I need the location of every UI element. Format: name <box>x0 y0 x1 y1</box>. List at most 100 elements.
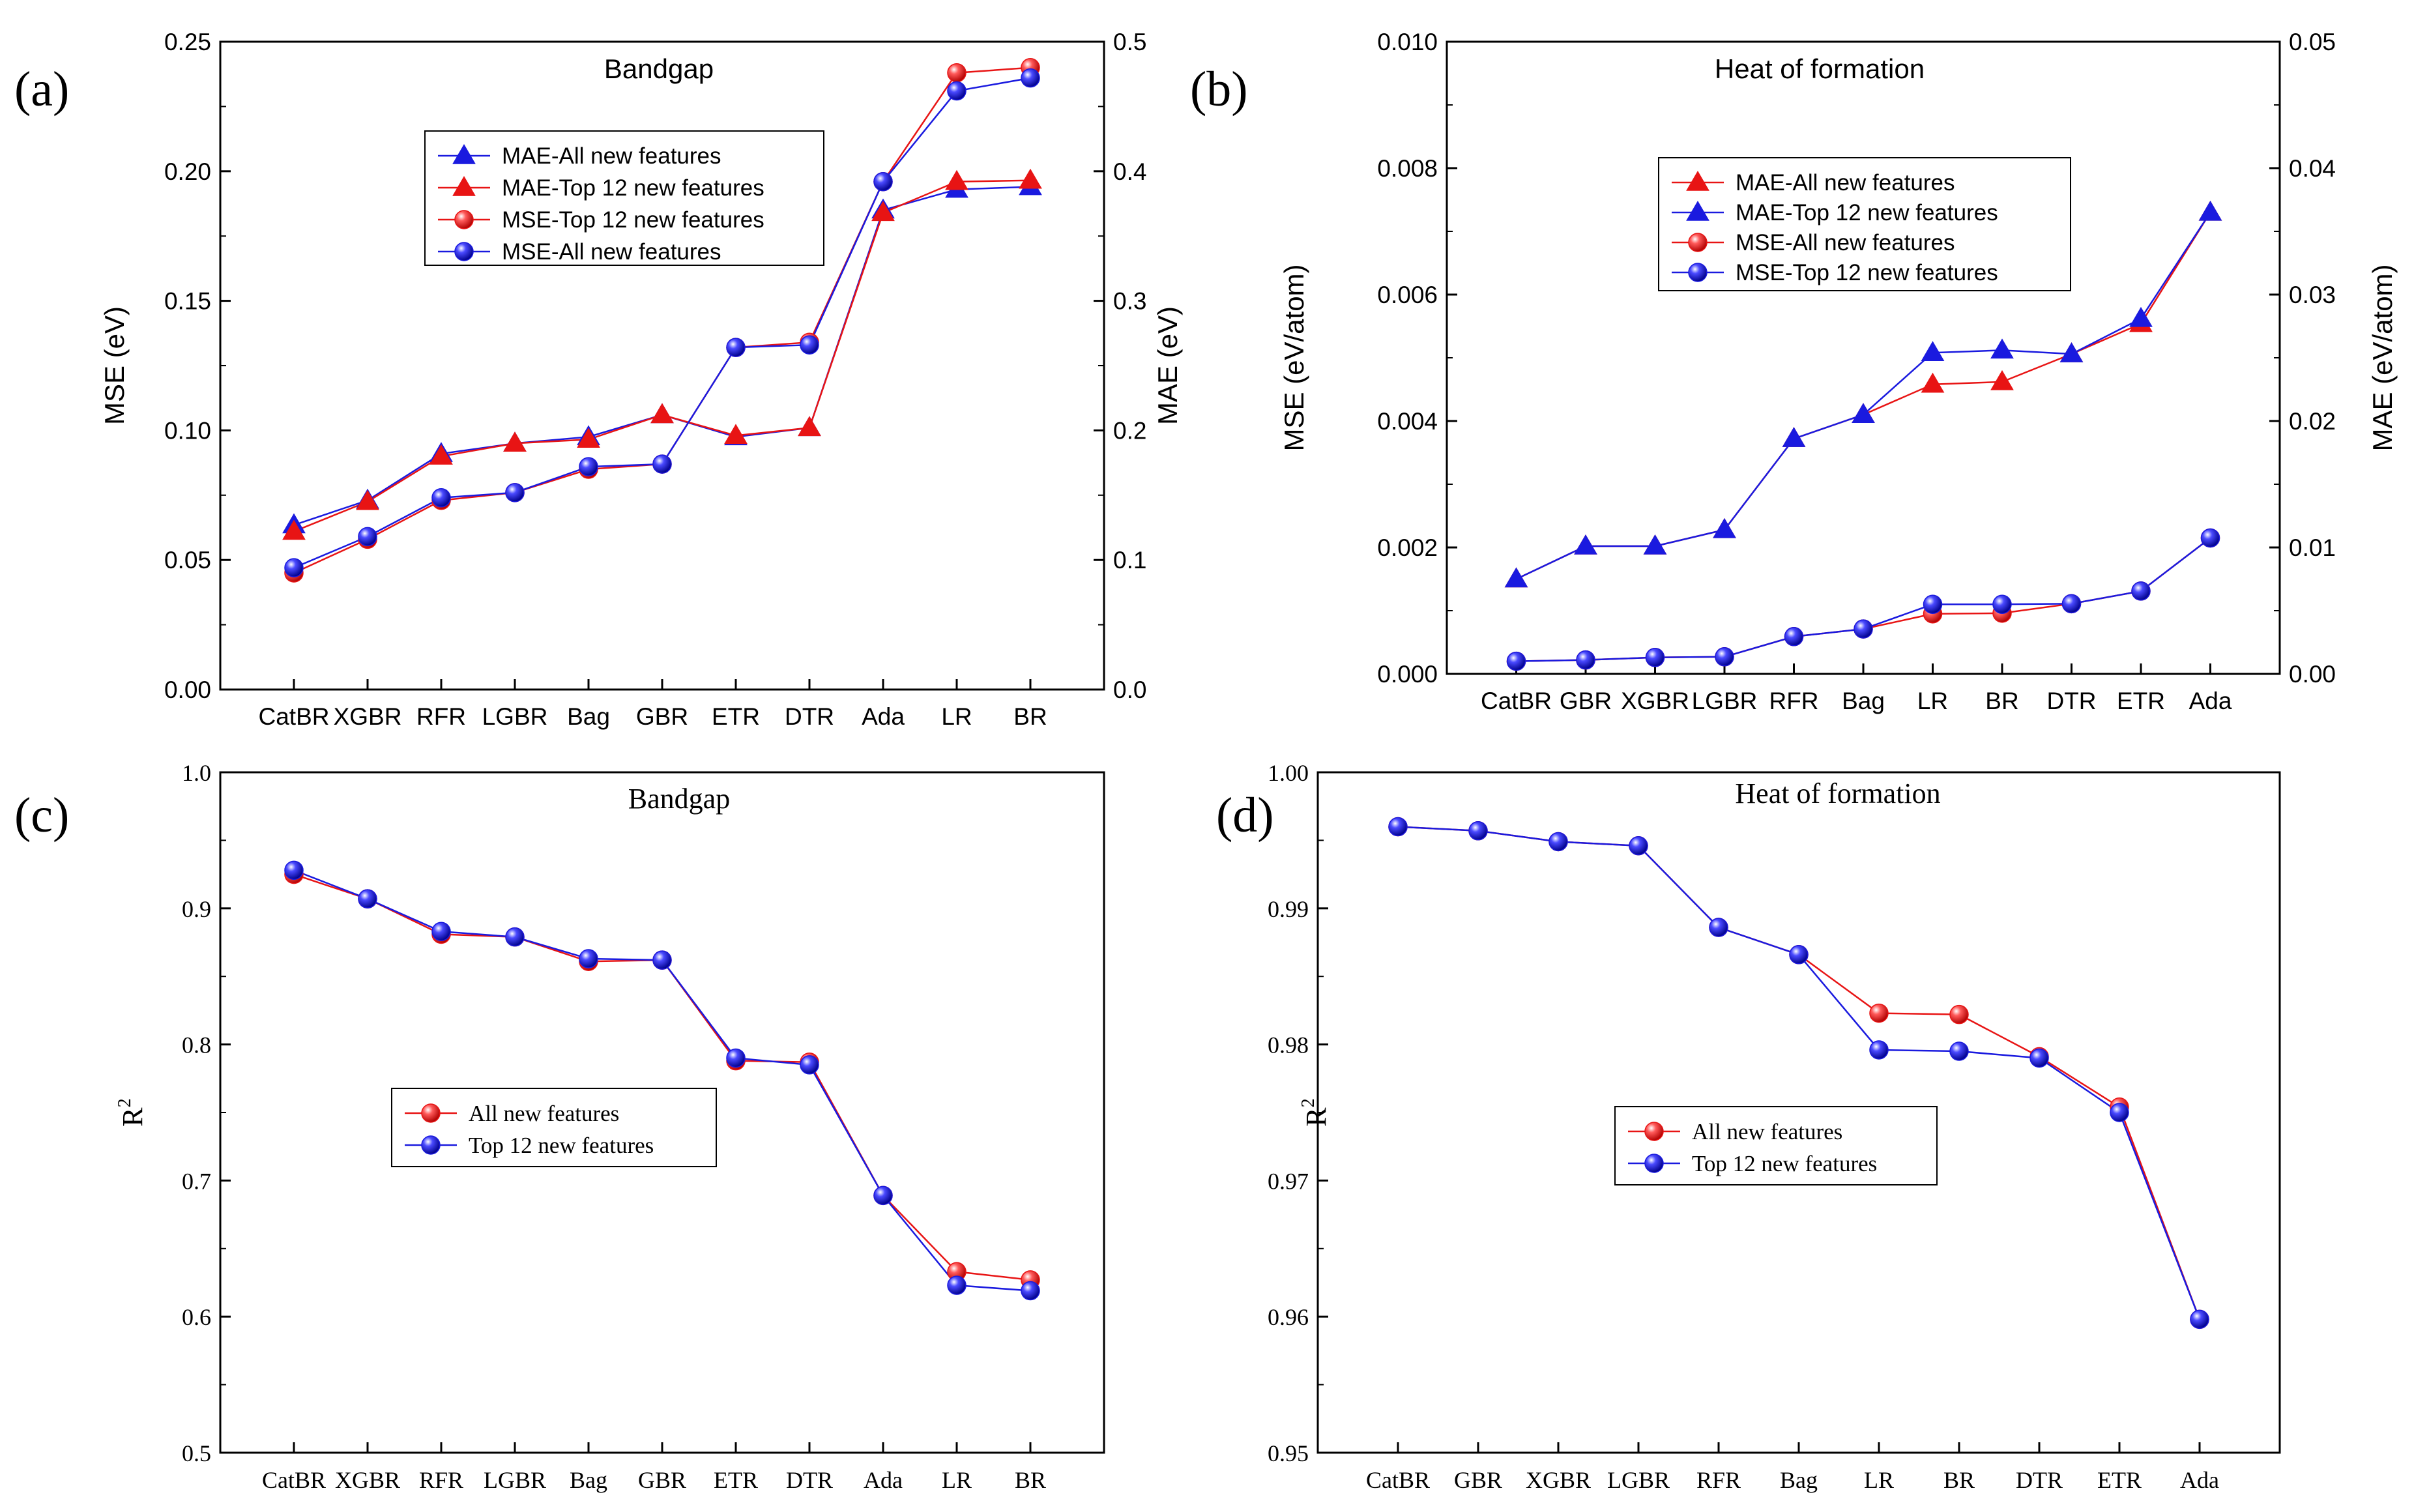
data-point <box>429 444 453 465</box>
data-point <box>2061 594 2082 614</box>
data-point <box>1949 1041 1969 1061</box>
legend-marker <box>1644 1122 1664 1141</box>
x-tick-label: BR <box>1943 1467 1975 1493</box>
legend-label: MAE-All new features <box>502 143 721 169</box>
panel-label: (c) <box>14 788 69 843</box>
y-tick-label: 0.05 <box>164 547 211 574</box>
y2-tick-label: 0.04 <box>2289 155 2336 182</box>
y2-tick-label: 0.01 <box>2289 534 2336 561</box>
data-point <box>873 171 893 192</box>
y-tick-label: 0.5 <box>182 1440 211 1466</box>
x-tick-label: LR <box>941 703 972 730</box>
data-point <box>800 1055 819 1075</box>
y-tick-label: 0.8 <box>182 1032 211 1058</box>
y-tick-label: 0.98 <box>1268 1032 1309 1058</box>
data-point <box>1645 648 1665 667</box>
y2-tick-label: 0.5 <box>1113 29 1146 55</box>
y-tick-label: 0.002 <box>1377 534 1438 561</box>
legend-label: MAE-All new features <box>1736 170 1955 196</box>
legend-label: Top 12 new features <box>1692 1151 1877 1176</box>
data-point <box>1852 403 1875 424</box>
chart-title: Heat of formation <box>1715 53 1925 84</box>
x-tick-label: LR <box>1864 1467 1894 1493</box>
y-tick-label: 0.010 <box>1377 29 1438 55</box>
legend-label: MSE-Top 12 new features <box>502 207 764 233</box>
y-tick-label: 1.00 <box>1268 760 1309 786</box>
data-point <box>2029 1048 2049 1068</box>
chart-title: Bandgap <box>604 53 714 84</box>
x-tick-label: Ada <box>2189 688 2232 714</box>
data-point <box>579 457 598 476</box>
data-point <box>1992 594 2012 615</box>
x-tick-label: GBR <box>1454 1467 1502 1493</box>
y2-tick-label: 0.4 <box>1113 158 1146 185</box>
y2-axis-label: MAE (eV/atom) <box>2367 264 2398 451</box>
data-point <box>505 927 525 947</box>
panel-label: (d) <box>1216 788 1274 843</box>
data-point <box>1789 945 1809 965</box>
series-line <box>1516 537 2211 662</box>
data-point <box>1504 567 1528 588</box>
data-point <box>2059 342 2084 362</box>
data-point <box>577 428 600 448</box>
x-tick-label: Ada <box>864 1467 903 1493</box>
data-point <box>1869 1003 1889 1023</box>
x-tick-label: ETR <box>2117 688 2165 714</box>
data-point <box>947 1275 967 1295</box>
x-tick-label: Ada <box>2180 1467 2219 1493</box>
y-tick-label: 0.96 <box>1268 1304 1309 1330</box>
panel-b: (b) Heat of formation 0.000 0.002 0.004 0.006… <box>1190 29 2398 714</box>
x-tick-label: DTR <box>785 703 834 730</box>
data-point <box>1990 370 2014 390</box>
legend-marker <box>421 1135 441 1155</box>
data-point <box>1506 651 1526 671</box>
legend-marker <box>452 176 476 196</box>
x-tick-label: CatBR <box>1366 1467 1430 1493</box>
data-point <box>726 1048 746 1068</box>
data-point <box>2110 1103 2129 1122</box>
y2-tick-label: 0.2 <box>1113 417 1146 444</box>
x-tick-label: CatBR <box>1481 688 1552 714</box>
x-tick-label: RFR <box>1696 1467 1741 1493</box>
chart-title: Bandgap <box>628 783 730 815</box>
y-axis-label-superscript: 2 <box>115 1098 135 1107</box>
data-point <box>2129 306 2153 327</box>
y-tick-label: 0.97 <box>1268 1168 1309 1194</box>
series-line <box>293 869 1031 1292</box>
y-tick-label: 0.10 <box>164 417 211 444</box>
x-tick-label: Bag <box>1842 688 1885 714</box>
y2-tick-label: 0.0 <box>1113 676 1146 703</box>
x-tick-label: DTR <box>2046 688 2096 714</box>
panel-label: (a) <box>14 62 69 117</box>
data-point <box>1869 1040 1889 1060</box>
data-point <box>579 949 598 968</box>
legend-label: MSE-All new features <box>1736 230 1955 255</box>
data-point <box>358 889 377 909</box>
data-point <box>431 922 451 942</box>
panel-label: (b) <box>1190 62 1248 117</box>
series-line <box>293 873 1031 1281</box>
data-point <box>1949 1004 1969 1025</box>
panel-d: (d) Heat of formation 0.95 0.96 0.97 0.98 0.99… <box>1216 760 2281 1493</box>
y-tick-label: 0.25 <box>164 29 211 55</box>
legend-marker <box>421 1103 441 1123</box>
data-point <box>726 338 746 357</box>
x-tick-label: LGBR <box>484 1467 546 1493</box>
legend-label: All new features <box>469 1101 619 1126</box>
data-point <box>1713 517 1736 538</box>
data-point <box>1923 594 1943 615</box>
series-line <box>1397 826 2201 1320</box>
data-point <box>798 416 821 437</box>
legend-label: MSE-All new features <box>502 239 721 265</box>
x-tick-label: ETR <box>714 1467 758 1493</box>
y-axis-label: MSE (eV/atom) <box>1279 264 1309 451</box>
x-tick-label: BR <box>1985 688 2018 714</box>
legend-marker <box>1686 201 1709 221</box>
y-axis-label: R2 <box>115 1098 149 1126</box>
y-tick-label: 0.6 <box>182 1304 211 1330</box>
data-point <box>650 403 674 424</box>
data-point <box>1854 619 1873 639</box>
legend-box <box>1658 157 2071 291</box>
x-tick-label: LR <box>942 1467 972 1493</box>
x-tick-label: DTR <box>786 1467 833 1493</box>
